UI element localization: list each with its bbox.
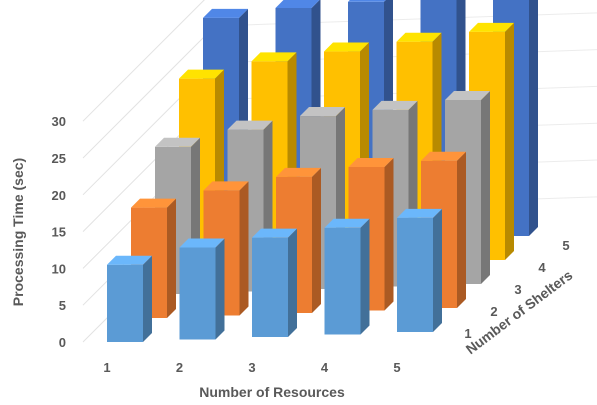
bar-top-face (445, 91, 490, 100)
gridline (82, 25, 216, 159)
y-tick-label: 5 (59, 298, 66, 313)
bar-top-face (276, 167, 321, 177)
bar (397, 208, 442, 332)
bar-side-face (529, 0, 538, 236)
bar-top-face (324, 218, 370, 228)
x-tick-label: 2 (176, 360, 183, 375)
bar-side-face (239, 181, 249, 316)
bar-side-face (312, 167, 321, 313)
bar-front-face (397, 217, 433, 332)
bar-top-face (203, 8, 248, 18)
z-tick-label: 5 (562, 238, 569, 253)
bar-top-face (397, 208, 442, 218)
bar-top-face (252, 228, 297, 238)
bar-side-face (505, 22, 514, 261)
bar-front-face (324, 227, 361, 335)
bar-top-face (348, 0, 386, 2)
y-tick-label: 25 (52, 151, 66, 166)
bar-top-face (300, 107, 345, 117)
bar-top-face (131, 198, 176, 208)
bar-top-face (421, 151, 466, 161)
bar-side-face (288, 228, 297, 337)
bar (324, 218, 370, 335)
bar-side-face (360, 218, 370, 335)
bar-side-face (481, 91, 490, 284)
y-axis-title: Processing Time (sec) (10, 158, 26, 306)
bar-top-face (179, 69, 224, 79)
x-tick-label: 3 (248, 360, 255, 375)
bar-top-face (203, 181, 249, 191)
bar-front-face (179, 247, 216, 340)
bars (107, 0, 538, 342)
z-axis-ticks: 1 2 3 4 5 (464, 238, 569, 341)
z-tick-label: 3 (514, 282, 521, 297)
bar-side-face (433, 208, 442, 332)
gridline (214, 12, 597, 27)
x-tick-label: 4 (321, 360, 329, 375)
z-tick-label: 4 (538, 260, 546, 275)
bar-top-face (179, 238, 225, 248)
y-tick-label: 20 (52, 188, 66, 203)
bar-front-face (252, 237, 288, 337)
y-tick-label: 30 (52, 114, 66, 129)
bar-side-face (384, 157, 394, 311)
y-axis-ticks: 0 5 10 15 20 25 30 (52, 114, 66, 350)
bar-top-face (275, 0, 320, 8)
bar-top-face (251, 52, 297, 62)
bar (179, 238, 225, 340)
z-tick-label: 2 (490, 304, 497, 319)
y-tick-label: 10 (52, 261, 66, 276)
bar (107, 255, 152, 342)
y-tick-label: 0 (59, 335, 66, 350)
bar-side-face (215, 238, 225, 340)
bar-top-face (107, 255, 152, 265)
gridline (82, 0, 205, 122)
bar-top-face (348, 157, 394, 167)
bar-top-face (324, 42, 369, 52)
bar-top-face (372, 100, 418, 110)
bar-front-face (107, 264, 143, 342)
x-axis-title: Number of Resources (199, 384, 345, 400)
y-tick-label: 15 (52, 225, 66, 240)
bar-top-face (396, 32, 442, 42)
x-tick-label: 1 (103, 360, 110, 375)
bar-side-face (457, 151, 466, 308)
bar-top-face (155, 137, 200, 147)
bar (252, 228, 297, 337)
bar-side-face (167, 198, 176, 318)
z-tick-label: 1 (464, 326, 471, 341)
bar-top-face (227, 120, 273, 130)
bar-side-face (143, 255, 152, 342)
bar-top-face (469, 22, 514, 32)
x-axis-ticks: 1 2 3 4 5 (103, 360, 400, 375)
x-tick-label: 5 (393, 360, 400, 375)
